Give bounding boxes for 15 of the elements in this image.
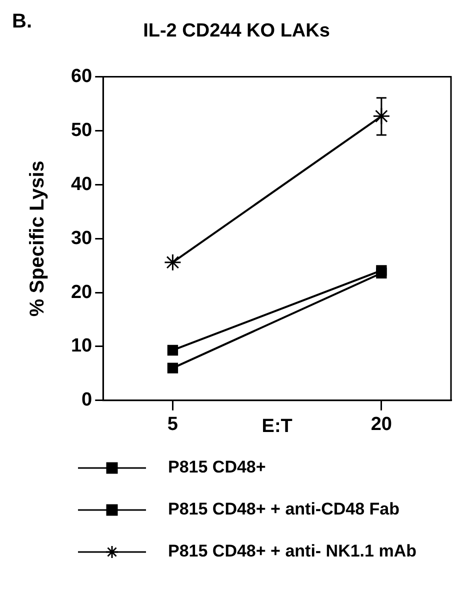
legend-label: P815 CD48+ + anti-CD48 Fab: [168, 500, 400, 519]
text: B.: [12, 10, 32, 33]
legend-label: P815 CD48+ + anti- NK1.1 mAb: [168, 542, 416, 561]
x-axis-title: E:T: [262, 416, 293, 437]
y-tick-label: 50: [70, 120, 92, 141]
y-tick-label: 0: [82, 390, 92, 411]
y-tick-label: 40: [70, 174, 92, 195]
y-tick-label: 10: [70, 336, 92, 357]
y-axis-title: % Specific Lysis: [26, 160, 49, 317]
legend-label: P815 CD48+: [168, 458, 266, 477]
chart-title: IL-2 CD244 KO LAKs: [143, 20, 330, 42]
y-tick-label: 60: [70, 66, 92, 88]
x-tick-label: 5: [167, 414, 178, 436]
y-tick-label: 30: [70, 228, 92, 249]
y-tick-label: 20: [70, 282, 92, 303]
